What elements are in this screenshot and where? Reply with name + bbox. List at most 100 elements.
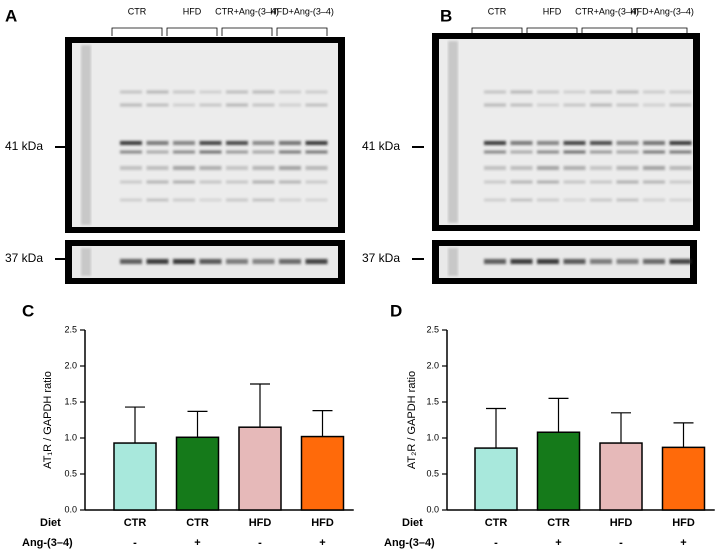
band — [643, 90, 665, 94]
category-row-name: Diet — [402, 517, 423, 529]
bracket — [166, 27, 218, 36]
band — [146, 150, 169, 154]
band — [173, 198, 195, 202]
x-tick-label: - — [619, 537, 623, 549]
bracket — [111, 27, 163, 36]
band — [252, 198, 275, 202]
y-tick-label: 2.5 — [426, 324, 439, 334]
band — [643, 198, 665, 202]
blot-membrane — [439, 39, 693, 225]
lane-group-label: CTR — [488, 6, 507, 16]
panel-label: D — [390, 301, 402, 320]
band — [510, 90, 533, 94]
bracket — [276, 27, 328, 36]
lane-group-label: CTR+Ang-(3–4) — [575, 6, 639, 16]
lane-group-label: HFD — [543, 6, 562, 16]
band — [669, 90, 692, 94]
band — [199, 180, 222, 184]
category-row-name: Ang-(3–4) — [384, 537, 435, 549]
band — [537, 259, 559, 264]
band — [226, 141, 248, 145]
band — [484, 90, 506, 94]
band — [252, 259, 275, 264]
band — [146, 141, 169, 145]
bar — [175, 436, 220, 511]
bar — [536, 431, 581, 511]
marker-label: 41 kDa — [362, 139, 400, 153]
band — [226, 180, 248, 184]
band — [616, 141, 639, 145]
band — [510, 259, 533, 264]
y-tick-label: 2.0 — [426, 360, 439, 370]
y-tick-label: 1.5 — [426, 396, 439, 406]
band — [590, 166, 612, 170]
x-tick-label: CTR — [547, 517, 570, 529]
y-tick-label: 1.0 — [426, 432, 439, 442]
x-tick-label: HFD — [311, 517, 334, 529]
y-axis-label: AT₂R / GAPDH ratio — [406, 371, 418, 469]
panel-label: A — [5, 6, 17, 25]
y-tick-label: 1.5 — [64, 396, 77, 406]
band — [669, 150, 692, 154]
band — [669, 141, 692, 145]
band — [537, 166, 559, 170]
band — [643, 150, 665, 154]
band — [484, 198, 506, 202]
band — [563, 166, 586, 170]
band — [305, 150, 328, 154]
band — [563, 90, 586, 94]
band — [279, 180, 301, 184]
band — [173, 150, 195, 154]
band — [510, 166, 533, 170]
y-tick-label: 1.0 — [64, 432, 77, 442]
band — [643, 166, 665, 170]
band — [120, 166, 142, 170]
band — [199, 103, 222, 107]
band — [252, 103, 275, 107]
band — [563, 198, 586, 202]
bracket — [471, 27, 523, 36]
band — [252, 90, 275, 94]
lane-group-label: CTR+Ang-(3–4) — [215, 6, 279, 16]
x-tick-label: CTR — [124, 517, 147, 529]
band — [563, 150, 586, 154]
band — [616, 90, 639, 94]
band — [305, 259, 328, 264]
band — [590, 90, 612, 94]
band — [120, 103, 142, 107]
x-tick-label: + — [555, 537, 561, 549]
band — [669, 198, 692, 202]
band — [643, 141, 665, 145]
x-tick-label: + — [194, 537, 200, 549]
marker-label: 37 kDa — [5, 251, 43, 265]
band — [146, 180, 169, 184]
ladder — [81, 45, 91, 225]
band — [510, 180, 533, 184]
band — [199, 90, 222, 94]
band — [563, 259, 586, 264]
band — [226, 259, 248, 264]
band — [226, 198, 248, 202]
band — [279, 90, 301, 94]
bracket — [581, 27, 633, 36]
band — [590, 103, 612, 107]
band — [120, 90, 142, 94]
bar — [238, 426, 282, 511]
band — [537, 180, 559, 184]
x-tick-label: - — [133, 537, 137, 549]
band — [226, 166, 248, 170]
band — [537, 90, 559, 94]
x-tick-label: CTR — [485, 517, 508, 529]
x-tick-label: - — [494, 537, 498, 549]
band — [199, 150, 222, 154]
band — [669, 103, 692, 107]
band — [305, 166, 328, 170]
lane-group-label: HFD+Ang-(3–4) — [270, 6, 334, 16]
band — [643, 103, 665, 107]
lane-group-label: HFD — [183, 6, 202, 16]
band — [484, 259, 506, 264]
band — [279, 198, 301, 202]
lane-group-label: HFD+Ang-(3–4) — [630, 6, 694, 16]
band — [199, 198, 222, 202]
